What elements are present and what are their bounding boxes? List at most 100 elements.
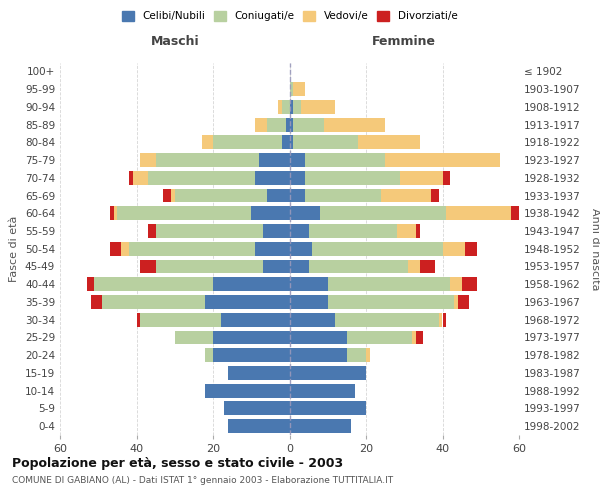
Bar (290, 384, 355, 398)
Y-axis label: Anni di nascita: Anni di nascita (590, 208, 600, 290)
Bar (202, 136, 213, 149)
Bar (91, 295, 102, 309)
Bar (263, 224, 290, 238)
Bar (443, 313, 446, 326)
Bar (439, 313, 442, 326)
Bar (148, 171, 255, 184)
Bar (213, 330, 290, 344)
Bar (94, 278, 213, 291)
Bar (133, 171, 148, 184)
Bar (113, 206, 118, 220)
Bar (137, 313, 140, 326)
Bar (290, 348, 347, 362)
Bar (408, 260, 419, 274)
Bar (511, 206, 523, 220)
Bar (87, 278, 94, 291)
Bar (358, 136, 419, 149)
Bar (290, 118, 293, 132)
Bar (466, 242, 477, 256)
Bar (140, 313, 221, 326)
Bar (255, 171, 290, 184)
Bar (290, 171, 305, 184)
Bar (290, 419, 350, 433)
Bar (290, 242, 313, 256)
Bar (446, 206, 511, 220)
Bar (213, 348, 290, 362)
Bar (412, 330, 416, 344)
Bar (290, 206, 320, 220)
Bar (205, 348, 213, 362)
Bar (129, 242, 255, 256)
Bar (290, 136, 293, 149)
Bar (224, 402, 290, 415)
Bar (416, 224, 419, 238)
Bar (416, 330, 424, 344)
Bar (205, 295, 290, 309)
Bar (290, 295, 328, 309)
Bar (140, 260, 155, 274)
Bar (255, 242, 290, 256)
Bar (282, 100, 290, 114)
Bar (443, 242, 466, 256)
Bar (259, 153, 290, 167)
Y-axis label: Fasce di età: Fasce di età (10, 216, 19, 282)
Bar (121, 242, 129, 256)
Bar (171, 188, 175, 202)
Bar (229, 366, 290, 380)
Bar (290, 260, 308, 274)
Bar (443, 171, 450, 184)
Bar (454, 295, 458, 309)
Bar (347, 330, 412, 344)
Bar (266, 188, 290, 202)
Bar (328, 295, 454, 309)
Bar (155, 224, 263, 238)
Bar (328, 278, 450, 291)
Bar (263, 260, 290, 274)
Bar (213, 136, 282, 149)
Bar (431, 188, 439, 202)
Bar (305, 153, 385, 167)
Bar (385, 153, 500, 167)
Bar (282, 136, 290, 149)
Legend: Celibi/Nubili, Coniugati/e, Vedovi/e, Divorziati/e: Celibi/Nubili, Coniugati/e, Vedovi/e, Di… (119, 8, 460, 24)
Bar (229, 419, 290, 433)
Bar (205, 384, 290, 398)
Bar (324, 118, 385, 132)
Bar (397, 224, 416, 238)
Bar (290, 224, 308, 238)
Bar (308, 224, 397, 238)
Bar (129, 171, 133, 184)
Bar (305, 188, 382, 202)
Bar (290, 366, 366, 380)
Bar (366, 348, 370, 362)
Bar (313, 242, 443, 256)
Bar (290, 100, 293, 114)
Bar (347, 348, 366, 362)
Bar (293, 100, 301, 114)
Bar (118, 206, 251, 220)
Bar (278, 100, 282, 114)
Bar (293, 118, 324, 132)
Bar (110, 206, 113, 220)
Bar (290, 153, 305, 167)
Bar (266, 118, 286, 132)
Bar (140, 153, 155, 167)
Bar (290, 188, 305, 202)
Bar (251, 206, 290, 220)
Bar (221, 313, 290, 326)
Bar (400, 171, 443, 184)
Bar (163, 188, 171, 202)
Bar (175, 330, 213, 344)
Bar (458, 295, 469, 309)
Bar (419, 260, 435, 274)
Bar (102, 295, 205, 309)
Bar (290, 278, 328, 291)
Bar (308, 260, 408, 274)
Bar (155, 260, 263, 274)
Bar (110, 242, 121, 256)
Bar (175, 188, 266, 202)
Bar (382, 188, 431, 202)
Bar (301, 100, 335, 114)
Bar (305, 171, 400, 184)
Bar (290, 330, 347, 344)
